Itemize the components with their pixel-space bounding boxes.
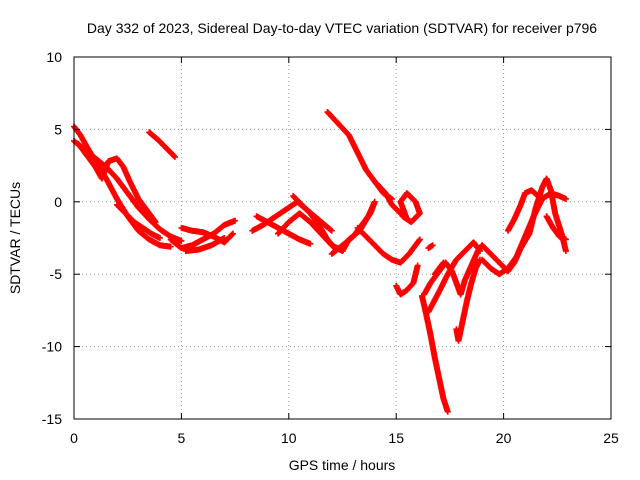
series-trace-p bbox=[354, 224, 423, 266]
data-point bbox=[476, 248, 483, 255]
y-tick-label: 5 bbox=[54, 121, 62, 137]
data-point bbox=[562, 248, 569, 255]
series-trace-aa bbox=[543, 213, 569, 243]
x-tick-label: 10 bbox=[281, 430, 297, 446]
data-point bbox=[440, 259, 447, 266]
series-trace-z bbox=[504, 187, 541, 234]
data-points bbox=[71, 109, 569, 415]
data-point bbox=[414, 262, 421, 269]
data-point bbox=[534, 193, 541, 200]
series-trace-l bbox=[290, 193, 340, 253]
data-point bbox=[167, 243, 174, 250]
y-axis-label: SDTVAR / TECUs bbox=[7, 182, 23, 294]
data-point bbox=[339, 248, 346, 255]
series-trace-x bbox=[479, 175, 569, 275]
series-trace-h bbox=[182, 235, 228, 255]
series-trace-r bbox=[425, 242, 436, 252]
data-point bbox=[328, 227, 335, 234]
series-trace-m bbox=[324, 109, 395, 202]
y-tick-label: -10 bbox=[42, 339, 62, 355]
y-tick-label: 0 bbox=[54, 194, 62, 210]
data-point bbox=[416, 236, 423, 243]
data-point bbox=[229, 230, 236, 237]
axis-ticks: 0 5 10 15 20 25 -15 -10 -5 0 5 10 bbox=[42, 49, 619, 446]
data-point bbox=[178, 237, 185, 244]
data-point bbox=[562, 195, 569, 202]
data-point bbox=[221, 235, 228, 241]
series-trace-y bbox=[479, 190, 569, 278]
data-point bbox=[562, 236, 569, 243]
data-point bbox=[444, 408, 451, 415]
data-point bbox=[307, 240, 314, 247]
x-tick-label: 5 bbox=[178, 430, 186, 446]
x-tick-label: 25 bbox=[603, 430, 619, 446]
y-tick-label: -5 bbox=[50, 266, 63, 282]
data-point bbox=[171, 153, 178, 160]
plot-frame bbox=[73, 56, 612, 420]
series-trace-e bbox=[146, 129, 178, 160]
data-point bbox=[232, 217, 239, 224]
series-trace-d bbox=[113, 201, 163, 241]
series-trace-w bbox=[431, 259, 447, 278]
y-tick-label: 10 bbox=[46, 49, 62, 65]
x-axis-label: GPS time / hours bbox=[289, 457, 396, 473]
series-trace-q bbox=[393, 262, 421, 298]
series-trace-u bbox=[425, 239, 483, 315]
data-point bbox=[429, 242, 436, 249]
x-tick-label: 20 bbox=[496, 430, 512, 446]
series-trace-s bbox=[418, 292, 451, 415]
series-trace-c bbox=[75, 140, 159, 226]
data-point bbox=[156, 235, 163, 241]
y-tick-label: -15 bbox=[42, 411, 62, 427]
x-tick-label: 15 bbox=[388, 430, 404, 446]
chart-title: Day 332 of 2023, Sidereal Day-to-day VTE… bbox=[87, 20, 597, 36]
x-tick-label: 0 bbox=[70, 430, 78, 446]
series-trace-g bbox=[178, 224, 236, 246]
data-point bbox=[152, 219, 159, 226]
series-trace-o bbox=[371, 178, 423, 226]
series-trace-n bbox=[328, 198, 378, 257]
data-point bbox=[399, 213, 406, 220]
